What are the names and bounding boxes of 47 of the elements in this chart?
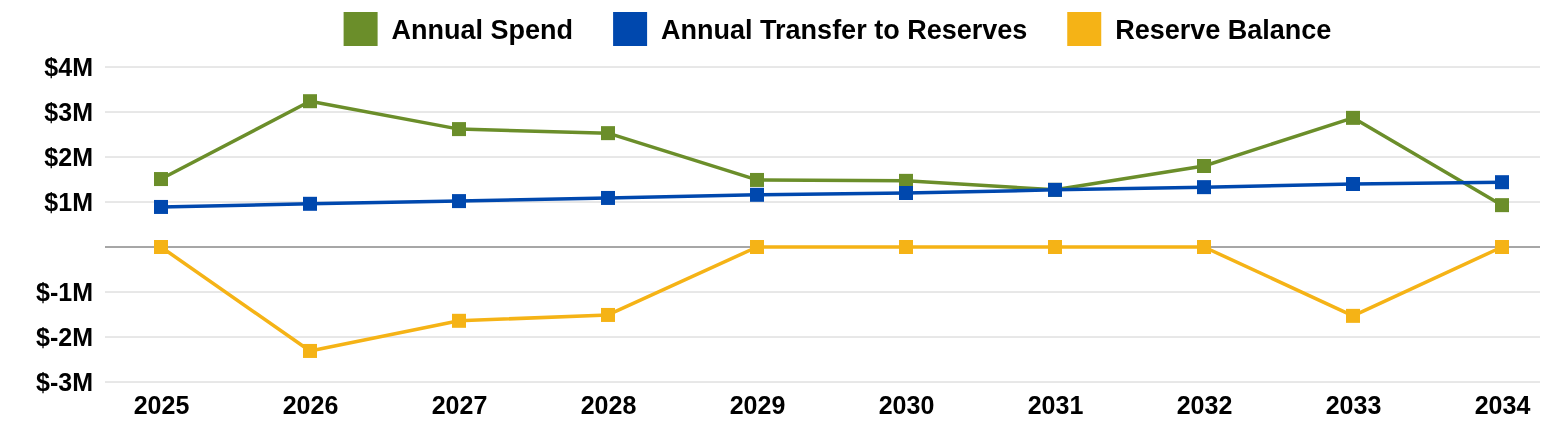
legend-label: Reserve Balance bbox=[1115, 15, 1332, 45]
x-tick-label: 2025 bbox=[133, 390, 190, 419]
y-tick-label: $4M bbox=[44, 52, 93, 81]
point bbox=[154, 172, 168, 187]
point bbox=[750, 240, 764, 254]
y-tick-label: $-1M bbox=[36, 277, 93, 306]
y-tick-label: $-2M bbox=[36, 322, 93, 351]
x-tick-label: 2034 bbox=[1474, 390, 1531, 419]
point bbox=[1346, 308, 1360, 323]
point bbox=[303, 343, 317, 358]
point bbox=[452, 122, 466, 137]
point bbox=[1495, 175, 1509, 190]
point bbox=[1495, 240, 1509, 254]
x-tick-label: 2033 bbox=[1325, 390, 1382, 419]
legend-label: Annual Spend bbox=[391, 15, 574, 45]
y-tick-label: $1M bbox=[44, 187, 93, 216]
point bbox=[303, 196, 317, 211]
x-tick-label: 2027 bbox=[431, 390, 488, 419]
x-tick-label: 2029 bbox=[729, 390, 786, 419]
point bbox=[154, 199, 168, 214]
point bbox=[601, 190, 615, 205]
point bbox=[899, 240, 913, 254]
point bbox=[1197, 240, 1211, 254]
x-tick-label: 2028 bbox=[580, 390, 637, 419]
point bbox=[899, 186, 913, 200]
point bbox=[1346, 110, 1360, 125]
y-tick-label: $2M bbox=[44, 142, 93, 171]
point bbox=[1197, 180, 1211, 195]
point bbox=[452, 194, 466, 209]
x-tick-label: 2031 bbox=[1027, 390, 1084, 419]
point bbox=[601, 126, 615, 141]
point bbox=[1197, 159, 1211, 173]
point bbox=[303, 94, 317, 109]
x-tick-label: 2032 bbox=[1176, 390, 1233, 419]
point bbox=[452, 313, 466, 328]
y-tick-label: $3M bbox=[44, 97, 93, 126]
point bbox=[1495, 198, 1509, 213]
point bbox=[750, 187, 764, 202]
point bbox=[1346, 177, 1360, 191]
point bbox=[750, 172, 764, 187]
point bbox=[601, 307, 615, 322]
x-tick-label: 2030 bbox=[878, 390, 935, 419]
point bbox=[154, 240, 168, 254]
x-tick-label: 2026 bbox=[282, 390, 339, 419]
y-tick-label: $-3M bbox=[36, 367, 93, 396]
legend-label: Annual Transfer to Reserves bbox=[661, 15, 1028, 45]
point bbox=[1048, 240, 1062, 254]
